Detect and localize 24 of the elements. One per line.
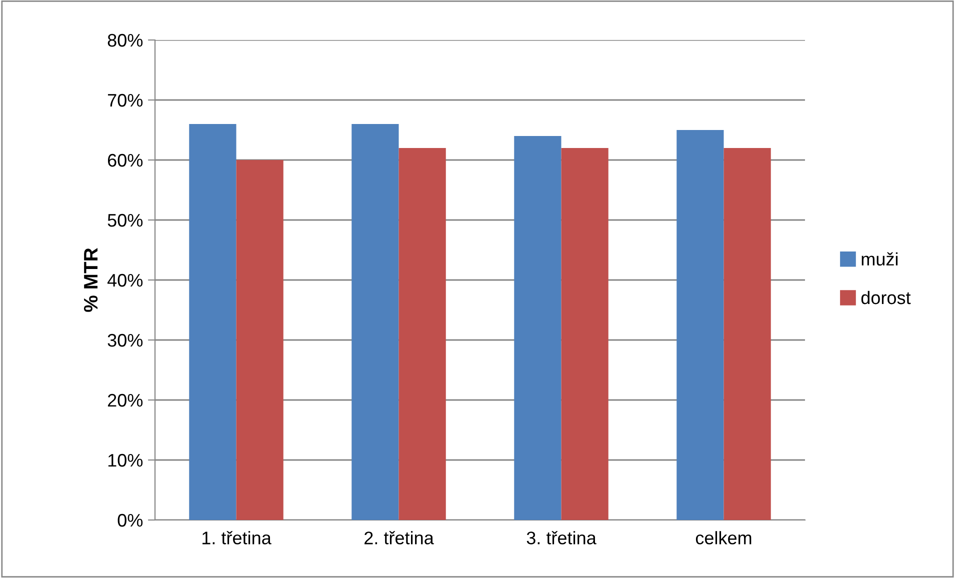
y-tick-label: 70% [108, 94, 143, 107]
y-tick-label: 30% [108, 334, 143, 347]
y-tick-label: 40% [107, 274, 143, 287]
bar [514, 136, 562, 520]
bar [724, 148, 771, 520]
bar [398, 148, 446, 520]
legend-label: dorost [861, 290, 911, 304]
bar [561, 148, 608, 520]
y-tick-label: 0% [118, 514, 143, 527]
y-tick-label: 50% [108, 214, 143, 227]
bar [676, 130, 724, 520]
legend-label: muži [862, 252, 898, 266]
y-tick-label: 20% [108, 394, 143, 407]
x-tick-label: 2. třetina [364, 531, 434, 544]
y-axis-title: % MTR [84, 248, 98, 312]
x-tick-label: 1. třetina [202, 531, 272, 544]
x-tick-label: celkem [696, 531, 752, 544]
bar [352, 124, 399, 520]
bar [189, 124, 236, 520]
y-tick-label: 60% [108, 154, 143, 167]
y-tick-label: 80% [108, 34, 143, 47]
bar [236, 160, 284, 520]
y-tick-label: 10% [108, 454, 143, 467]
x-tick-label: 3. třetina [526, 531, 596, 544]
